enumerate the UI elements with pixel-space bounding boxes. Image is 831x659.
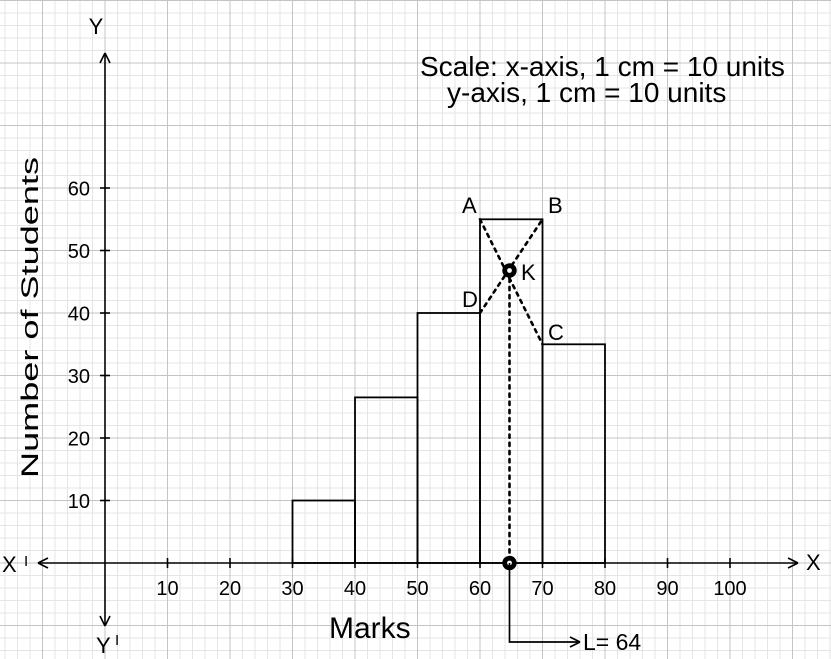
svg-text:A: A: [462, 193, 477, 218]
svg-text:C: C: [548, 320, 564, 345]
svg-text:Marks: Marks: [329, 612, 411, 645]
svg-text:y-axis, 1 cm = 10 units: y-axis, 1 cm = 10 units: [447, 77, 726, 108]
svg-text:60: 60: [469, 578, 491, 600]
svg-text:50: 50: [406, 578, 428, 600]
svg-text:Y: Y: [96, 633, 111, 658]
svg-text:D: D: [462, 287, 478, 312]
svg-text:10: 10: [68, 491, 90, 513]
svg-text:X: X: [2, 552, 17, 577]
svg-text:60: 60: [68, 179, 90, 201]
svg-text:20: 20: [68, 429, 90, 451]
svg-text:40: 40: [344, 578, 366, 600]
svg-text:40: 40: [68, 304, 90, 326]
svg-text:80: 80: [594, 578, 616, 600]
svg-text:10: 10: [156, 578, 178, 600]
svg-text:20: 20: [219, 578, 241, 600]
svg-text:X: X: [806, 550, 821, 575]
svg-text:30: 30: [68, 366, 90, 388]
svg-text:30: 30: [281, 578, 303, 600]
svg-text:K: K: [521, 260, 536, 285]
svg-text:50: 50: [68, 241, 90, 263]
svg-text:Number of Students: Number of Students: [17, 157, 44, 478]
svg-text:B: B: [548, 193, 563, 218]
svg-text:L= 64: L= 64: [583, 629, 641, 655]
svg-text:70: 70: [531, 578, 553, 600]
svg-text:100: 100: [713, 578, 746, 600]
svg-text:I: I: [115, 632, 119, 649]
svg-text:I: I: [24, 553, 28, 570]
svg-text:90: 90: [656, 578, 678, 600]
svg-text:Y: Y: [89, 14, 104, 39]
